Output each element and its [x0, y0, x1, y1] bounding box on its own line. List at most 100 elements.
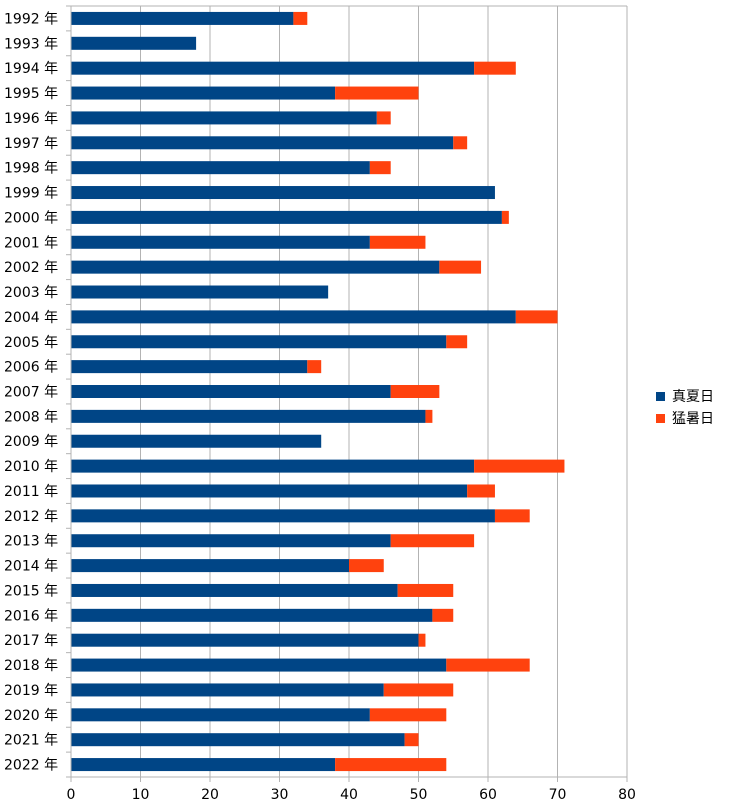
bar-moshobi: [515, 310, 558, 324]
bar-moshobi: [446, 335, 468, 349]
bar-manatsubi: [71, 136, 454, 150]
legend-swatch-manatsubi: [656, 391, 665, 401]
category-label: 2013 年: [4, 534, 58, 550]
bar-moshobi: [439, 260, 482, 274]
bar-manatsubi: [71, 335, 447, 349]
x-tick-label: 30: [271, 787, 289, 803]
x-tick-label: 40: [340, 787, 358, 803]
bar-moshobi: [474, 61, 516, 75]
bar-moshobi: [335, 86, 419, 100]
category-label: 2008 年: [4, 409, 58, 425]
bar-manatsubi: [71, 235, 370, 249]
category-label: 1998 年: [4, 161, 58, 177]
bars: [71, 11, 565, 772]
category-label: 2021 年: [4, 733, 58, 749]
bar-moshobi: [418, 633, 426, 647]
category-label: 1996 年: [4, 111, 58, 127]
bar-manatsubi: [71, 11, 294, 25]
bar-manatsubi: [71, 86, 336, 100]
category-label: 1997 年: [4, 136, 58, 152]
category-label: 2012 年: [4, 509, 58, 525]
category-label: 1993 年: [4, 36, 58, 52]
axes: [66, 5, 628, 782]
x-tick-label: 20: [201, 787, 219, 803]
category-label: 2015 年: [4, 583, 58, 599]
bar-manatsubi: [71, 658, 447, 672]
bar-manatsubi: [71, 111, 377, 125]
category-label: 2005 年: [4, 335, 58, 351]
bar-moshobi: [369, 161, 391, 175]
category-label: 2000 年: [4, 210, 58, 226]
category-label: 2004 年: [4, 310, 58, 326]
x-tick-label: 80: [618, 787, 636, 803]
category-label: 2011 年: [4, 484, 58, 500]
legend-item-moshobi: 猛暑日: [656, 407, 714, 429]
category-label: 2001 年: [4, 235, 58, 251]
category-label: 2010 年: [4, 459, 58, 475]
bar-manatsubi: [71, 210, 502, 224]
category-label: 1994 年: [4, 61, 58, 77]
bar-manatsubi: [71, 758, 336, 772]
bar-manatsubi: [71, 683, 384, 697]
bar-moshobi: [446, 658, 530, 672]
bar-manatsubi: [71, 608, 433, 622]
bar-moshobi: [307, 360, 322, 374]
bar-manatsubi: [71, 61, 475, 75]
bar-manatsubi: [71, 409, 426, 423]
bar-moshobi: [494, 509, 530, 523]
category-label: 2018 年: [4, 658, 58, 674]
category-label: 2007 年: [4, 385, 58, 401]
bar-moshobi: [467, 484, 495, 498]
bar-moshobi: [376, 111, 391, 125]
bar-moshobi: [425, 409, 433, 423]
bar-moshobi: [474, 459, 565, 473]
bar-manatsubi: [71, 360, 308, 374]
bar-moshobi: [453, 136, 468, 150]
bar-manatsubi: [71, 559, 349, 573]
bar-manatsubi: [71, 285, 329, 299]
category-labels: 1992 年 1993 年 1994 年 1995 年 1996 年 1997 年 1998…: [4, 11, 58, 773]
category-label: 1992 年: [4, 11, 58, 27]
bar-moshobi: [390, 534, 475, 548]
bar-moshobi: [501, 210, 509, 224]
bar-manatsubi: [71, 583, 398, 597]
bar-moshobi: [390, 385, 440, 398]
legend-item-manatsubi: 真夏日: [656, 385, 714, 407]
x-tick-label: 0: [67, 787, 76, 803]
x-tick-label: 70: [549, 787, 567, 803]
category-label: 2020 年: [4, 708, 58, 724]
bar-manatsubi: [71, 186, 495, 200]
bar-manatsubi: [71, 260, 440, 274]
category-label: 1999 年: [4, 186, 58, 202]
bar-manatsubi: [71, 459, 475, 473]
bar-manatsubi: [71, 484, 468, 498]
bar-manatsubi: [71, 534, 391, 548]
bar-moshobi: [293, 11, 308, 25]
category-label: 2003 年: [4, 285, 58, 301]
x-tick-label: 50: [410, 787, 428, 803]
bar-manatsubi: [71, 434, 322, 448]
bar-moshobi: [349, 559, 384, 573]
bar-manatsubi: [71, 161, 370, 175]
legend-label-moshobi: 猛暑日: [672, 411, 714, 427]
legend-swatch-moshobi: [656, 413, 665, 423]
bar-moshobi: [369, 235, 426, 249]
bar-moshobi: [369, 708, 447, 722]
bar-moshobi: [383, 683, 454, 697]
category-label: 2002 年: [4, 260, 58, 276]
bar-manatsubi: [71, 36, 197, 50]
x-tick-label: 60: [479, 787, 497, 803]
legend: 真夏日 猛暑日: [656, 385, 714, 429]
category-label: 1995 年: [4, 86, 58, 102]
bar-manatsubi: [71, 633, 419, 647]
category-label: 2017 年: [4, 633, 58, 649]
category-label: 2019 年: [4, 683, 58, 699]
legend-label-manatsubi: 真夏日: [672, 389, 714, 405]
bar-moshobi: [404, 733, 419, 747]
bar-moshobi: [335, 758, 447, 772]
x-tick-label: 10: [132, 787, 150, 803]
category-label: 2016 年: [4, 608, 58, 624]
x-tick-labels: 0 10 20 30 40 50 60 70 80: [67, 787, 636, 803]
bar-moshobi: [432, 608, 454, 622]
